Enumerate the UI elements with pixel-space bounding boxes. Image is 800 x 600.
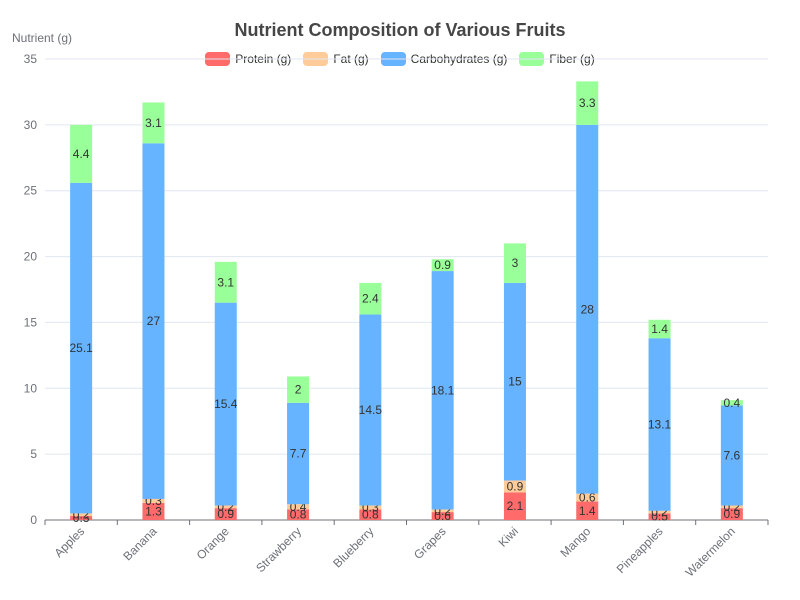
bar-segment[interactable] (503, 492, 526, 520)
data-label: 14.5 (359, 403, 383, 417)
data-label: 0.9 (507, 479, 524, 493)
data-label: 3.3 (579, 96, 596, 110)
bar-segment[interactable] (359, 282, 382, 315)
bar-segment[interactable] (720, 400, 743, 406)
bar-segment[interactable] (214, 302, 237, 506)
data-label: 3.1 (217, 275, 234, 289)
bar-segment[interactable] (648, 319, 671, 339)
data-label: 2.1 (507, 499, 524, 513)
x-tick-label: Kiwi (496, 524, 521, 549)
y-tick-label: 20 (24, 250, 38, 264)
x-tick-label: Mango (558, 524, 594, 560)
bar-segment[interactable] (648, 510, 671, 514)
bar-segment[interactable] (576, 124, 599, 494)
bar-segment[interactable] (142, 102, 165, 144)
y-tick-label: 5 (30, 447, 37, 461)
bar-segment[interactable] (648, 338, 671, 511)
bar-segment[interactable] (142, 498, 165, 503)
bar-segment[interactable] (576, 493, 599, 502)
data-label: 3 (512, 256, 519, 270)
data-label: 0.9 (217, 507, 234, 521)
bar-segment[interactable] (720, 405, 743, 506)
x-tick-label: Blueberry (330, 524, 376, 570)
data-label: 4.4 (73, 147, 90, 161)
data-label: 0.9 (434, 258, 451, 272)
data-label: 1.3 (145, 504, 162, 518)
data-label: 0.8 (290, 508, 307, 522)
bar-segment[interactable] (214, 261, 237, 303)
x-tick-label: Apples (51, 524, 87, 560)
y-tick-label: 0 (30, 513, 37, 527)
data-label: 18.1 (431, 383, 455, 397)
data-label: 0.6 (434, 509, 451, 523)
bar-segment[interactable] (287, 509, 310, 520)
bar-segment[interactable] (142, 502, 165, 520)
x-tick-label: Banana (120, 524, 159, 563)
bar-segment[interactable] (214, 505, 237, 509)
y-tick-label: 15 (24, 315, 38, 329)
x-tick-label: Grapes (411, 524, 449, 562)
data-label: 15.4 (214, 397, 238, 411)
data-label: 2.4 (362, 292, 379, 306)
y-tick-label: 30 (24, 118, 38, 132)
bar-segment[interactable] (576, 501, 599, 520)
bar-segment[interactable] (648, 513, 671, 520)
bar-segment[interactable] (576, 81, 599, 125)
bar-segment[interactable] (70, 182, 93, 514)
bar-segment[interactable] (359, 509, 382, 520)
bar-segment[interactable] (503, 282, 526, 481)
bar-segment[interactable] (287, 376, 310, 403)
bar-segment[interactable] (142, 143, 165, 499)
bar-segment[interactable] (359, 314, 382, 506)
bar-segment[interactable] (431, 509, 454, 513)
data-label: 0.9 (724, 507, 741, 521)
data-label: 1.4 (651, 322, 668, 336)
chart-title: Nutrient Composition of Various Fruits (234, 20, 566, 40)
data-label: 13.1 (648, 418, 672, 432)
data-label: 25.1 (69, 341, 93, 355)
bar-segment[interactable] (720, 505, 743, 509)
data-label: 28 (581, 302, 595, 316)
data-label: 0.8 (362, 508, 379, 522)
bar-segment[interactable] (70, 516, 93, 520)
bar-segment[interactable] (503, 480, 526, 493)
bar-segment[interactable] (503, 243, 526, 283)
bar-segment[interactable] (431, 271, 454, 510)
y-axis-label: Nutrient (g) (12, 31, 72, 45)
bar-segment[interactable] (287, 402, 310, 505)
bar-segment[interactable] (214, 508, 237, 520)
y-tick-label: 25 (24, 184, 38, 198)
data-label: 15 (508, 375, 522, 389)
data-label: 0.6 (579, 491, 596, 505)
x-tick-label: Pineapples (614, 524, 666, 576)
bar-segment[interactable] (720, 508, 743, 520)
bar-segment[interactable] (431, 259, 454, 272)
x-tick-label: Strawberry (253, 524, 304, 575)
x-tick-label: Orange (194, 524, 232, 562)
data-label: 0.4 (724, 396, 741, 410)
y-tick-label: 35 (24, 52, 38, 66)
data-label: 2 (295, 383, 302, 397)
data-label: 1.4 (579, 504, 596, 518)
bar-segment[interactable] (287, 504, 310, 510)
x-tick-label: Watermelon (683, 524, 738, 579)
data-label: 7.7 (290, 446, 307, 460)
bar-segment[interactable] (70, 513, 93, 517)
y-tick-label: 10 (24, 381, 38, 395)
data-label: 7.6 (724, 448, 741, 462)
data-label: 3.1 (145, 116, 162, 130)
bar-segment[interactable] (359, 505, 382, 510)
bar-segment[interactable] (70, 124, 93, 183)
bar-segment[interactable] (431, 512, 454, 520)
data-label: 27 (147, 314, 161, 328)
